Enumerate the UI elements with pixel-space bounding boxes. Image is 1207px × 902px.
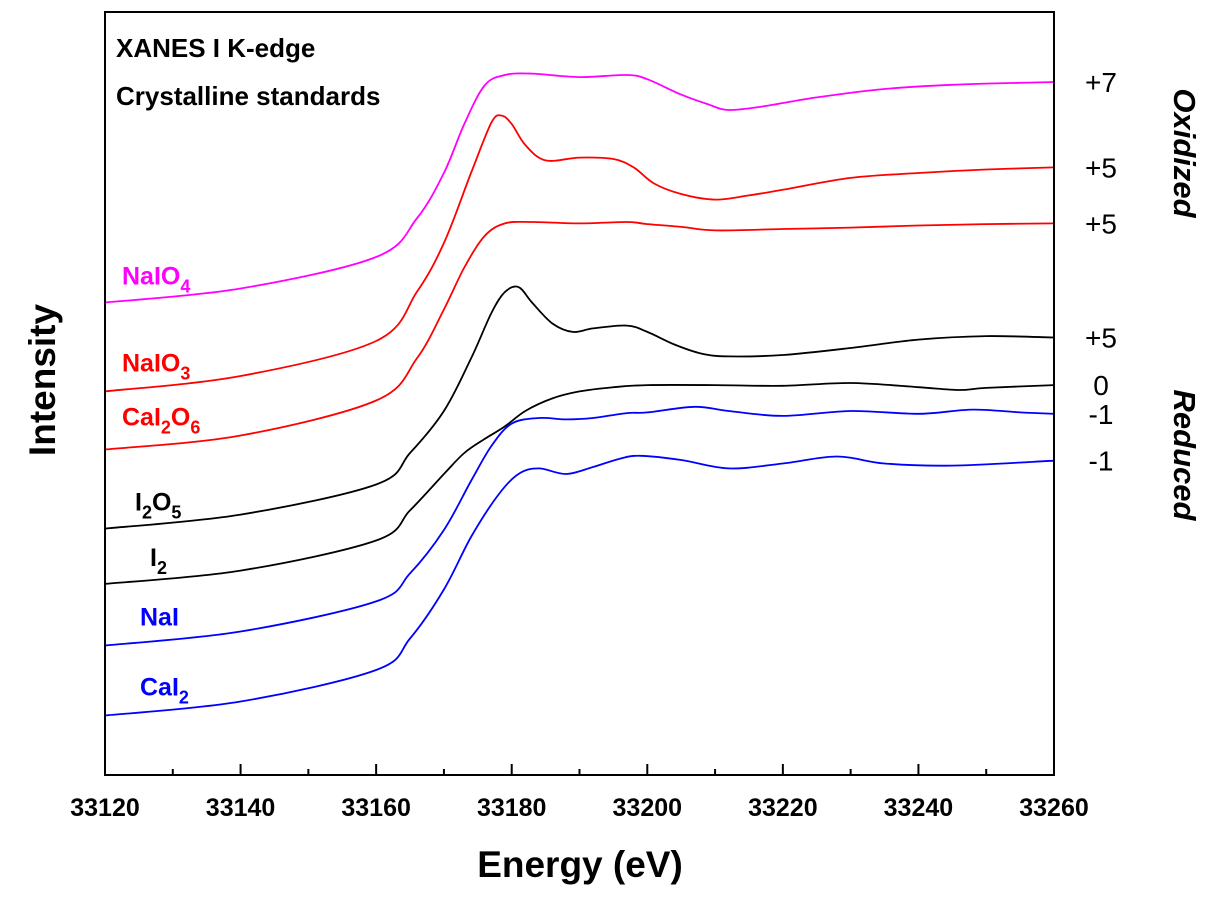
x-tick-label-33180: 33180 [477, 794, 547, 822]
x-axis-ticks [104, 764, 1055, 775]
series-label-cai2o6: CaI2O6 [122, 404, 200, 438]
series-layer [104, 72, 1055, 717]
x-tick-label-33120: 33120 [70, 794, 140, 822]
oxidation-state-7: -1 [1089, 446, 1114, 477]
series-label-nai: NaI [140, 604, 179, 632]
plot-frame [104, 11, 1055, 776]
oxidation-state-6: -1 [1089, 399, 1114, 430]
x-tick-label-33240: 33240 [884, 794, 954, 822]
series-line-i2o5 [104, 285, 1055, 530]
series-line-nai [104, 405, 1055, 647]
series-label-i2o5: I2O5 [135, 489, 181, 523]
series-label-cai2: CaI2 [140, 674, 189, 708]
series-label-naio3: NaIO3 [122, 349, 190, 383]
series-labels: NaIO4 NaIO3 CaI2O6 I2O5 I2 NaI CaI2 [122, 263, 200, 708]
oxidized-label: Oxidized [1167, 88, 1202, 218]
x-axis-title: Energy (eV) [477, 844, 683, 885]
series-line-cai2o6 [104, 220, 1055, 451]
reduced-label: Reduced [1167, 390, 1202, 522]
series-line-cai2 [104, 454, 1055, 717]
series-line-i2 [104, 382, 1055, 585]
oxidation-state-4: +5 [1085, 323, 1117, 354]
y-axis-title: Intensity [22, 304, 63, 457]
annotation-line-1: XANES I K-edge [116, 33, 315, 63]
x-tick-label-33140: 33140 [206, 794, 276, 822]
x-tick-label-33200: 33200 [613, 794, 683, 822]
oxidation-state-2: +5 [1085, 152, 1117, 183]
x-axis-tick-labels: 33120 33140 33160 33180 33200 33220 33240 33260 [70, 794, 1089, 822]
oxidation-state-5: 0 [1093, 370, 1109, 401]
oxidation-state-labels: +7+5+5+50-1-1 [1085, 67, 1117, 477]
series-label-naio4: NaIO4 [122, 263, 190, 297]
x-tick-label-33260: 33260 [1019, 794, 1089, 822]
series-line-naio3 [104, 114, 1055, 393]
x-tick-label-33220: 33220 [748, 794, 818, 822]
series-label-i2: I2 [150, 544, 167, 578]
oxidation-state-1: +7 [1085, 67, 1117, 98]
oxidation-state-3: +5 [1085, 208, 1117, 239]
x-tick-label-33160: 33160 [341, 794, 411, 822]
series-line-naio4 [104, 72, 1055, 304]
annotation-line-2: Crystalline standards [116, 81, 380, 111]
